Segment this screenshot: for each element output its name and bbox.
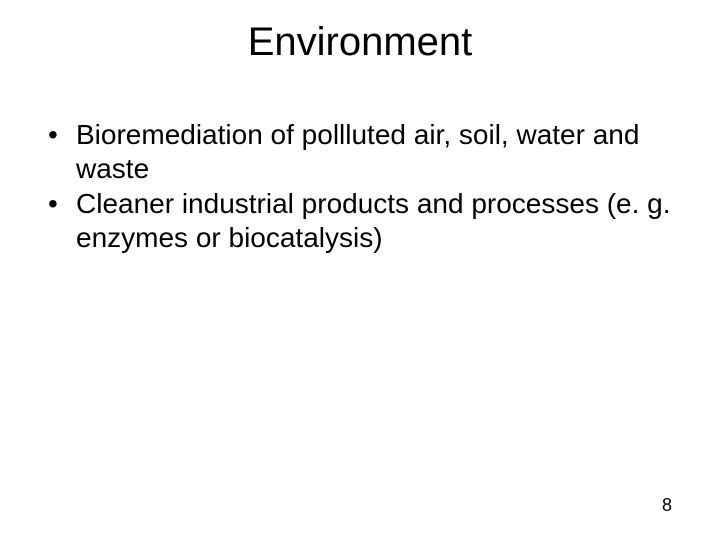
page-number: 8	[662, 495, 672, 516]
slide-body: Bioremediation of pollluted air, soil, w…	[48, 118, 672, 256]
bullet-list: Bioremediation of pollluted air, soil, w…	[48, 118, 672, 254]
slide: Environment Bioremediation of pollluted …	[0, 0, 720, 540]
list-item: Bioremediation of pollluted air, soil, w…	[48, 118, 672, 185]
slide-title: Environment	[0, 20, 720, 65]
list-item: Cleaner industrial products and processe…	[48, 187, 672, 254]
